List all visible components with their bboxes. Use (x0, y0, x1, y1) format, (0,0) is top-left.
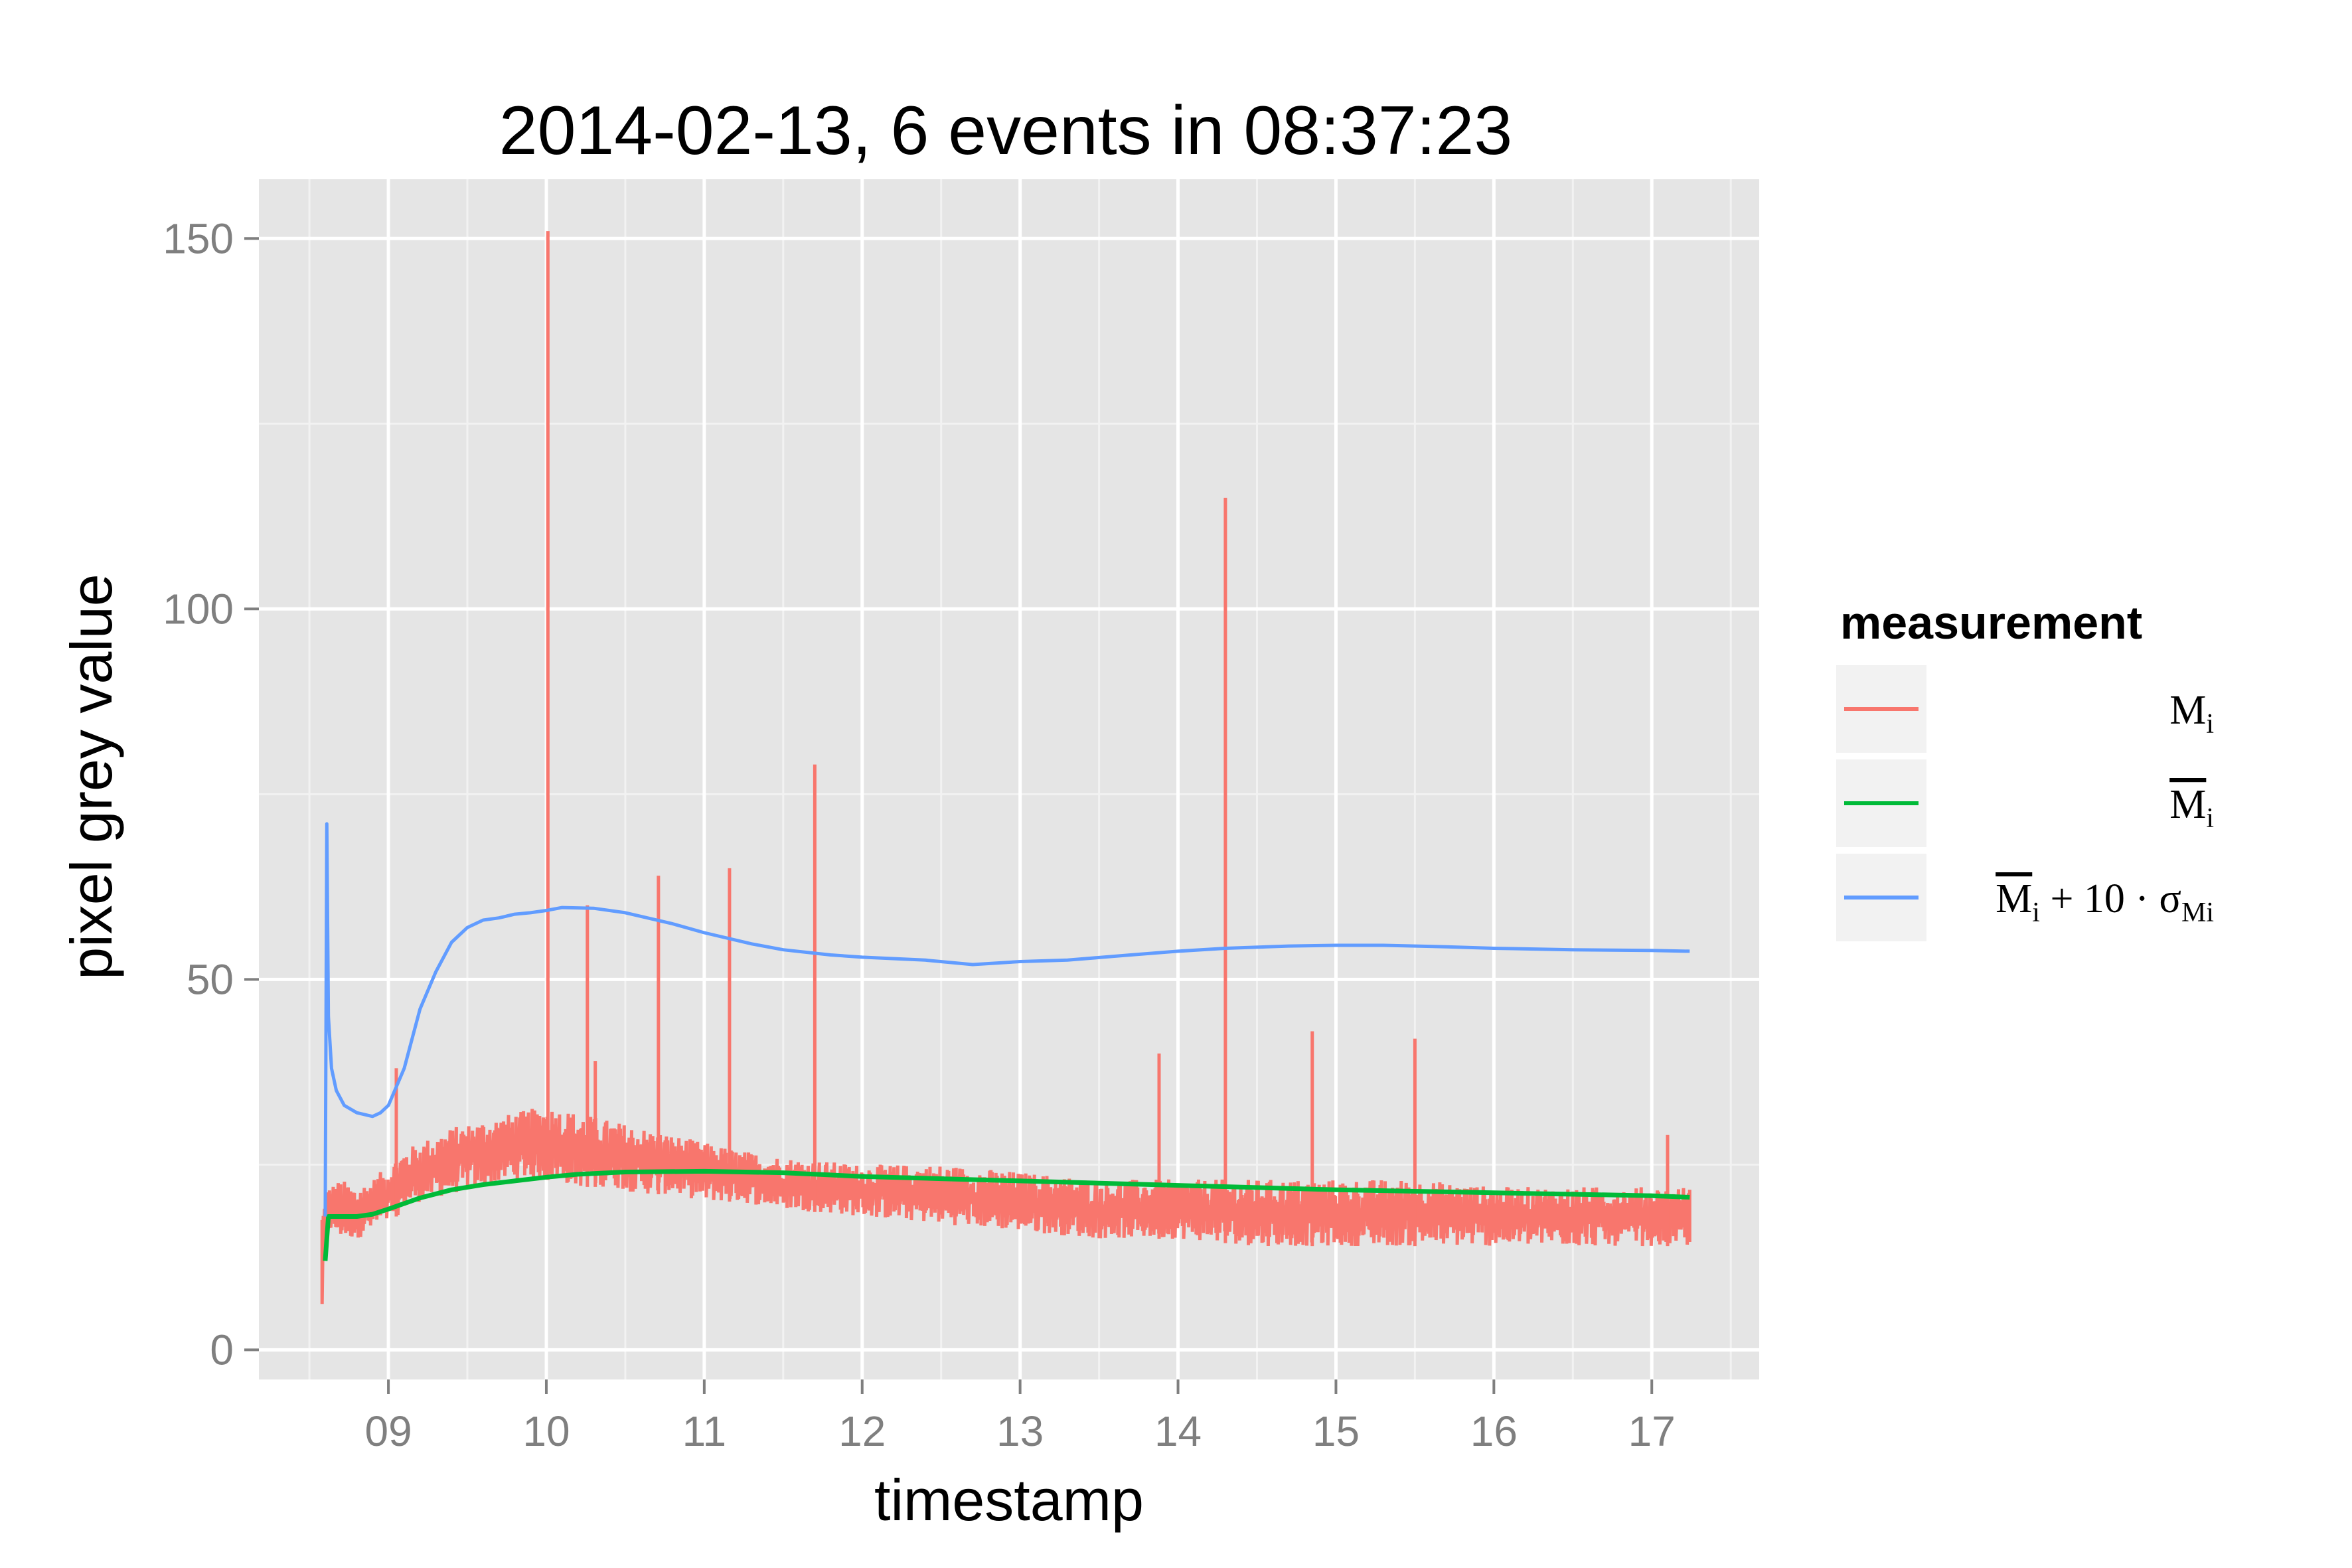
legend-label: Mi + 10 · σMi (1996, 876, 2214, 928)
x-tick-label: 12 (838, 1407, 886, 1455)
x-tick-label: 11 (682, 1407, 726, 1455)
legend-label-term: + 10 · σ (2040, 876, 2181, 921)
x-tick-label: 17 (1628, 1407, 1676, 1455)
x-axis-title: timestamp (874, 1467, 1144, 1533)
y-axis: 0 50 100 150 (163, 214, 259, 1373)
legend-label-sub: i (2206, 803, 2214, 834)
legend-label: Mi (2169, 688, 2214, 740)
series-mi-line (320, 1109, 1691, 1304)
series-threshold-line (323, 822, 1690, 1217)
x-tick-label: 15 (1312, 1407, 1360, 1455)
legend-label: Mi (2169, 782, 2214, 834)
x-tick-label: 13 (996, 1407, 1044, 1455)
series-mean-line (323, 1168, 1690, 1261)
x-tick-label: 14 (1154, 1407, 1202, 1455)
y-tick-label: 100 (163, 585, 234, 633)
x-tick-label: 09 (364, 1407, 412, 1455)
y-axis-title: pixel grey value (58, 574, 124, 979)
x-tick-label: 16 (1470, 1407, 1518, 1455)
legend-label-sigma-sub: Mi (2181, 898, 2214, 928)
series-layer (320, 231, 1691, 1304)
y-tick-label: 0 (210, 1326, 234, 1373)
legend-label-base: M (2169, 688, 2206, 733)
legend-title: measurement (1840, 597, 2142, 649)
x-axis: 09 10 11 12 13 14 15 16 17 (364, 1379, 1676, 1455)
chart-title: 2014-02-13, 6 events in 08:37:23 (499, 92, 1512, 169)
x-tick-label: 10 (522, 1407, 570, 1455)
y-tick-label: 150 (163, 214, 234, 262)
legend-label-sub: i (2206, 709, 2214, 740)
y-tick-label: 50 (187, 955, 234, 1003)
legend-label-base: M (2169, 782, 2206, 827)
legend-label-sub: i (2032, 898, 2040, 928)
legend-label-base: M (1996, 876, 2032, 921)
grid-minor (259, 179, 1759, 1379)
